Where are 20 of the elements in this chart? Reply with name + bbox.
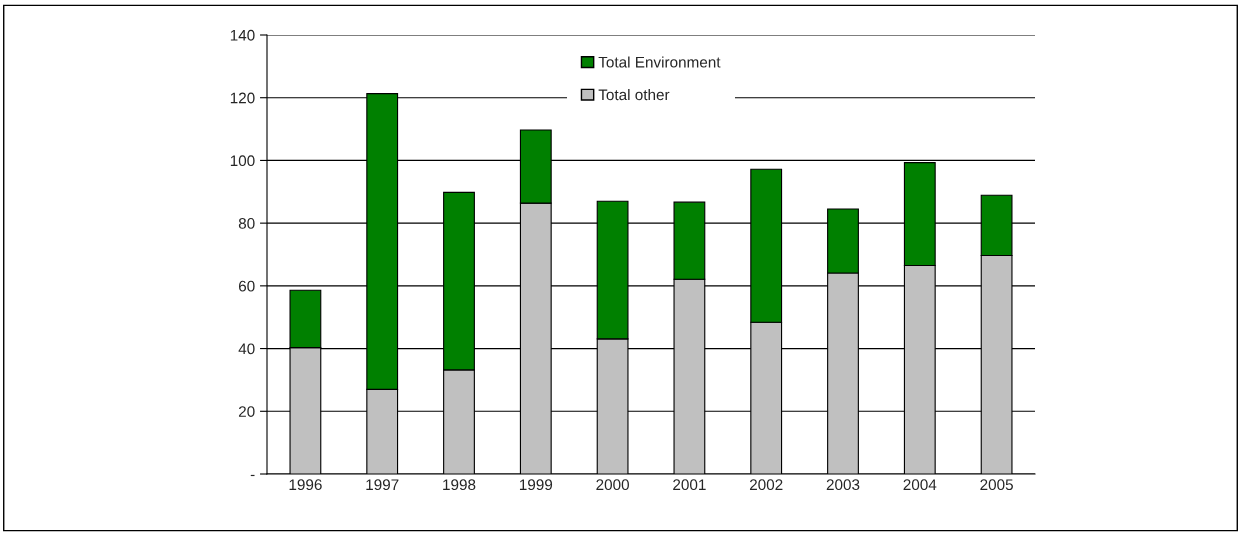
- y-tick-label: -: [250, 474, 255, 477]
- x-tick-label: 2004: [903, 479, 937, 491]
- y-tick-label: 140: [230, 29, 255, 41]
- y-tick-label: 80: [238, 218, 255, 229]
- x-tick-label: 1996: [289, 479, 322, 491]
- x-tick-label: 2002: [749, 479, 783, 491]
- y-tick-label: 100: [230, 155, 255, 167]
- x-tick-label: 1999: [519, 479, 553, 491]
- x-tick-label: 2005: [980, 479, 1013, 491]
- y-tick-label: 20: [238, 406, 255, 417]
- x-tick-label: 1998: [443, 479, 476, 491]
- x-tick-label: 2000: [596, 479, 629, 491]
- x-tick-label: 2003: [826, 479, 860, 491]
- y-tick-label: 60: [238, 280, 255, 292]
- y-tick-label: 120: [230, 92, 255, 104]
- x-tick-label: 2001: [673, 479, 706, 491]
- legend-label: Total Environment: [598, 56, 721, 68]
- x-tick-label: 1997: [366, 479, 399, 491]
- legend-label: Total other: [598, 88, 670, 101]
- y-tick-label: 40: [238, 343, 255, 355]
